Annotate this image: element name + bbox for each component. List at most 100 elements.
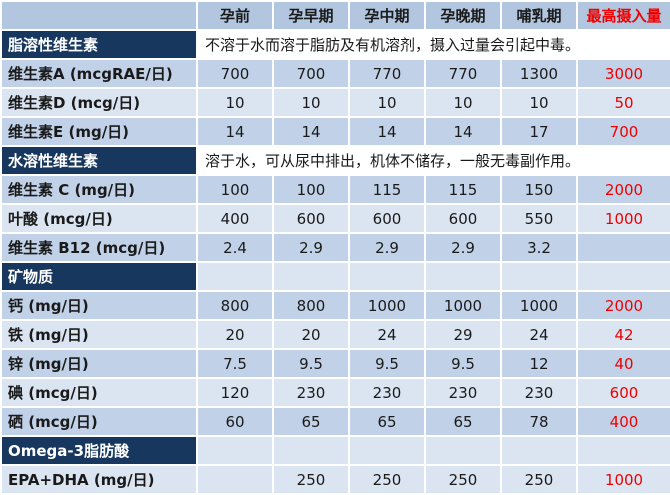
- section-row: 矿物质: [0, 261, 670, 292]
- value-cell: 2.9: [424, 232, 502, 263]
- empty-cell: [196, 261, 274, 292]
- table-row: 维生素 C (mg/日) 100 100 115 115 150 2000: [0, 174, 670, 205]
- empty-cell: [196, 435, 274, 466]
- row-label: 钙 (mg/日): [0, 290, 198, 321]
- value-cell: 100: [196, 174, 274, 205]
- max-value-cell: 42: [576, 319, 670, 350]
- value-cell: 10: [272, 87, 350, 118]
- empty-cell: [348, 261, 426, 292]
- row-label: 锌 (mg/日): [0, 348, 198, 379]
- table-row: 维生素E (mg/日) 14 14 14 14 17 700: [0, 116, 670, 147]
- section-row: Omega-3脂肪酸: [0, 435, 670, 466]
- section-row: 水溶性维生素 溶于水，可从尿中排出，机体不储存，一般无毒副作用。: [0, 145, 670, 176]
- value-cell: 20: [272, 319, 350, 350]
- row-label: 维生素E (mg/日): [0, 116, 198, 147]
- column-header: 孕前: [196, 0, 274, 31]
- value-cell: 600: [272, 203, 350, 234]
- value-cell: 800: [272, 290, 350, 321]
- max-value-cell: 40: [576, 348, 670, 379]
- value-cell: 1000: [348, 290, 426, 321]
- value-cell: 700: [196, 58, 274, 89]
- value-cell: 1000: [424, 290, 502, 321]
- value-cell: 250: [500, 464, 578, 495]
- value-cell: 250: [424, 464, 502, 495]
- row-label: 维生素 C (mg/日): [0, 174, 198, 205]
- value-cell: 12: [500, 348, 578, 379]
- row-label: 叶酸 (mcg/日): [0, 203, 198, 234]
- value-cell: 700: [272, 58, 350, 89]
- max-value-cell: 50: [576, 87, 670, 118]
- column-header: 孕晚期: [424, 0, 502, 31]
- max-value-cell: 2000: [576, 290, 670, 321]
- value-cell: 400: [196, 203, 274, 234]
- value-cell: 14: [196, 116, 274, 147]
- corner-header: [0, 0, 198, 31]
- row-label: 硒 (mcg/日): [0, 406, 198, 437]
- value-cell: 24: [500, 319, 578, 350]
- value-cell: 250: [348, 464, 426, 495]
- table-row: 碘 (mcg/日) 120 230 230 230 230 600: [0, 377, 670, 408]
- value-cell: 17: [500, 116, 578, 147]
- value-cell: 9.5: [348, 348, 426, 379]
- value-cell: 2.9: [348, 232, 426, 263]
- value-cell: 65: [272, 406, 350, 437]
- column-header: 孕早期: [272, 0, 350, 31]
- section-row: 脂溶性维生素 不溶于水而溶于脂肪及有机溶剂，摄入过量会引起中毒。: [0, 29, 670, 60]
- value-cell: 29: [424, 319, 502, 350]
- max-value-cell: 400: [576, 406, 670, 437]
- table-row: 维生素D (mcg/日) 10 10 10 10 10 50: [0, 87, 670, 118]
- value-cell: 230: [348, 377, 426, 408]
- value-cell: 14: [424, 116, 502, 147]
- row-label: EPA+DHA (mg/日): [0, 464, 198, 495]
- value-cell: 115: [424, 174, 502, 205]
- empty-cell: [500, 435, 578, 466]
- value-cell: 65: [348, 406, 426, 437]
- empty-cell: [500, 261, 578, 292]
- value-cell: 10: [500, 87, 578, 118]
- value-cell: 150: [500, 174, 578, 205]
- section-label: 矿物质: [0, 261, 198, 292]
- section-label: 水溶性维生素: [0, 145, 198, 176]
- row-label: 碘 (mcg/日): [0, 377, 198, 408]
- value-cell: [196, 464, 274, 495]
- empty-cell: [424, 261, 502, 292]
- value-cell: 770: [348, 58, 426, 89]
- table-row: 叶酸 (mcg/日) 400 600 600 600 550 1000: [0, 203, 670, 234]
- value-cell: 100: [272, 174, 350, 205]
- value-cell: 20: [196, 319, 274, 350]
- max-value-cell: 3000: [576, 58, 670, 89]
- section-note: 不溶于水而溶于脂肪及有机溶剂，摄入过量会引起中毒。: [196, 29, 670, 60]
- section-label: Omega-3脂肪酸: [0, 435, 198, 466]
- value-cell: 120: [196, 377, 274, 408]
- table-row: EPA+DHA (mg/日) 250 250 250 250 1000: [0, 464, 670, 495]
- row-label: 维生素 B12 (mcg/日): [0, 232, 198, 263]
- value-cell: 7.5: [196, 348, 274, 379]
- table-header: 孕前 孕早期 孕中期 孕晚期 哺乳期 最高摄入量: [0, 0, 670, 31]
- value-cell: 230: [272, 377, 350, 408]
- row-label: 维生素D (mcg/日): [0, 87, 198, 118]
- max-value-cell: 1000: [576, 464, 670, 495]
- table-row: 铁 (mg/日) 20 20 24 29 24 42: [0, 319, 670, 350]
- value-cell: 14: [348, 116, 426, 147]
- empty-cell: [424, 435, 502, 466]
- value-cell: 1300: [500, 58, 578, 89]
- table-row: 锌 (mg/日) 7.5 9.5 9.5 9.5 12 40: [0, 348, 670, 379]
- table-body: 脂溶性维生素 不溶于水而溶于脂肪及有机溶剂，摄入过量会引起中毒。 维生素A (mcg…: [0, 29, 670, 495]
- value-cell: 10: [424, 87, 502, 118]
- value-cell: 250: [272, 464, 350, 495]
- value-cell: 230: [424, 377, 502, 408]
- empty-cell: [272, 261, 350, 292]
- value-cell: 10: [348, 87, 426, 118]
- value-cell: 550: [500, 203, 578, 234]
- value-cell: 2.9: [272, 232, 350, 263]
- empty-cell: [576, 435, 670, 466]
- value-cell: 600: [424, 203, 502, 234]
- empty-cell: [272, 435, 350, 466]
- table-row: 维生素A (mcgRAE/日) 700 700 770 770 1300 3000: [0, 58, 670, 89]
- value-cell: 60: [196, 406, 274, 437]
- empty-cell: [348, 435, 426, 466]
- column-header: 最高摄入量: [576, 0, 670, 31]
- section-label: 脂溶性维生素: [0, 29, 198, 60]
- value-cell: 9.5: [272, 348, 350, 379]
